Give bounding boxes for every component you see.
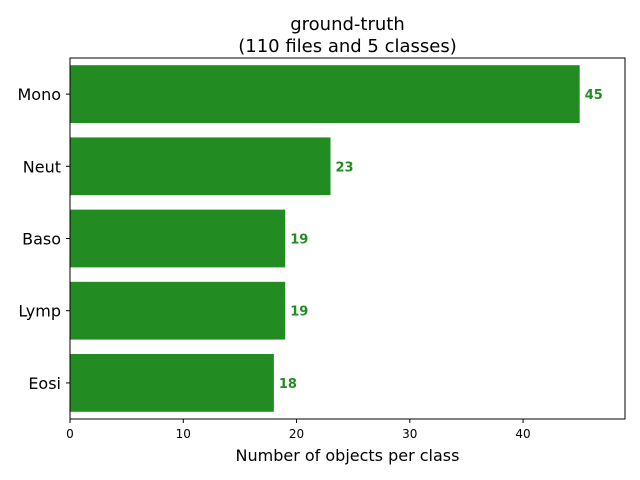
data-label-mono: 45 [585, 88, 603, 103]
x-axis-label: Number of objects per class [236, 446, 460, 465]
y-tick-label-lymp: Lymp [18, 302, 61, 321]
x-axis-ticks: 0 10 20 30 40 [66, 419, 531, 441]
data-label-eosi: 18 [279, 377, 297, 392]
bar-lymp [70, 281, 286, 340]
y-tick-label-baso: Baso [22, 230, 61, 249]
x-tick-label-40: 40 [515, 427, 530, 441]
bar-mono [70, 65, 580, 123]
bar-eosi [70, 354, 274, 412]
bars-group [70, 65, 580, 412]
y-tick-label-mono: Mono [17, 85, 61, 104]
data-label-lymp: 19 [290, 305, 308, 320]
chart-title: ground-truth [290, 14, 405, 35]
data-label-neut: 23 [336, 160, 354, 175]
chart-subtitle: (110 files and 5 classes) [238, 36, 457, 57]
plot-frame [69, 57, 626, 420]
y-axis-ticks: Mono Neut Baso Lymp Eosi [17, 85, 70, 393]
bar-baso [70, 209, 286, 268]
x-tick-label-20: 20 [289, 427, 304, 441]
data-labels-group: 45 23 19 19 18 [279, 88, 603, 392]
x-tick-label-30: 30 [402, 427, 417, 441]
y-tick-label-neut: Neut [23, 157, 61, 176]
y-tick-label-eosi: Eosi [28, 374, 61, 393]
bar-neut [70, 137, 331, 196]
x-tick-label-10: 10 [176, 427, 191, 441]
data-label-baso: 19 [290, 233, 308, 248]
x-tick-label-0: 0 [66, 427, 74, 441]
